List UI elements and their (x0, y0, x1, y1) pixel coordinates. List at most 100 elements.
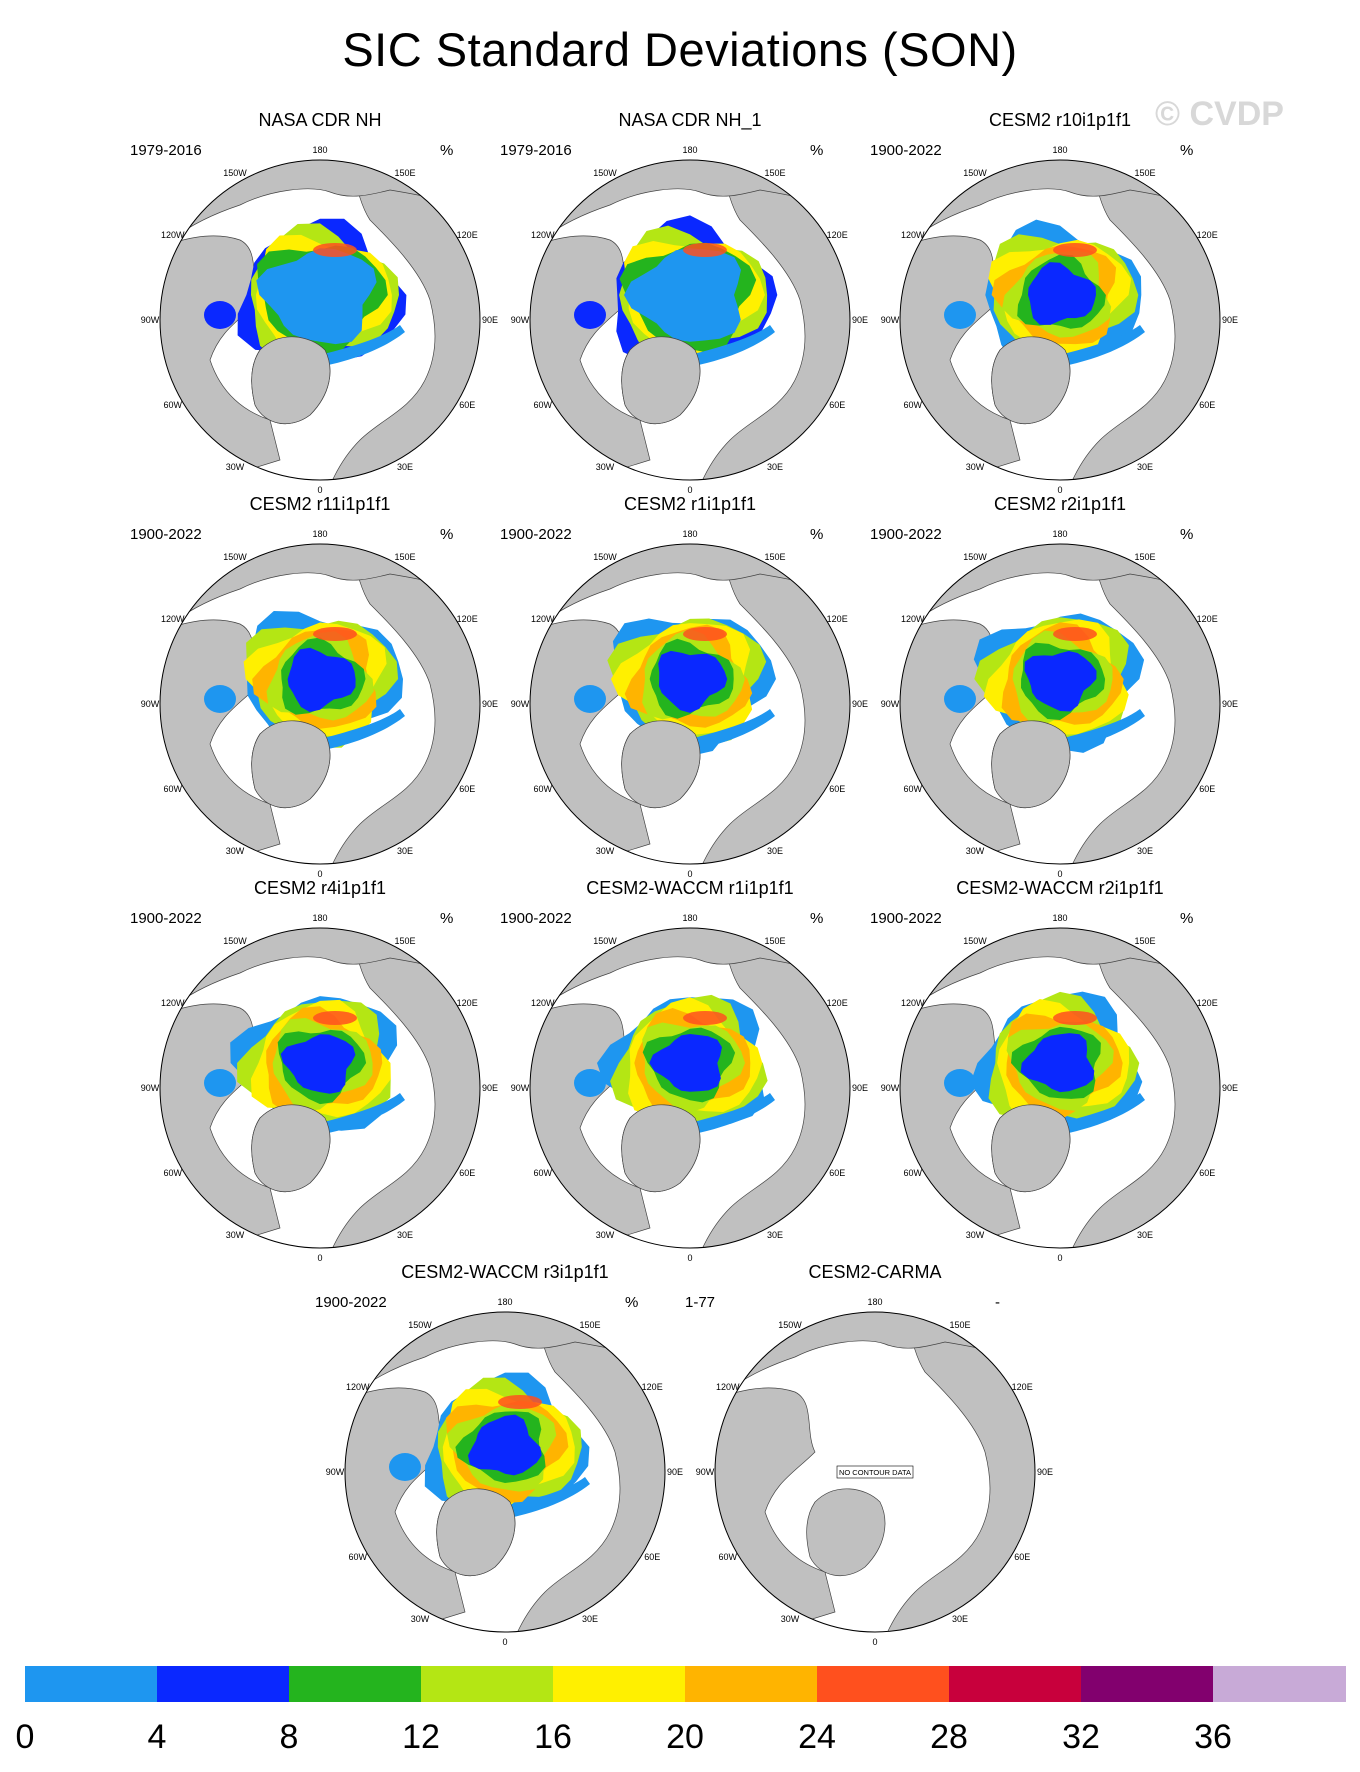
map-panel: CESM2-CARMA 1-77 - NO CONTOUR DATA 180 150E 12… (685, 1262, 1053, 1647)
sea-ice-std-field (204, 996, 405, 1138)
high-variance-streak (1053, 627, 1097, 641)
panel-units: % (810, 910, 824, 927)
longitude-label: 60W (534, 1168, 553, 1178)
greenland-land (806, 1488, 886, 1576)
longitude-label: 90E (667, 1467, 683, 1477)
colorbar-tick-label: 20 (666, 1718, 704, 1756)
polar-map: 180 150E 120E 90E 60E 30E 0 30W 60W 90W 120W 150W (881, 529, 1238, 879)
hudson-bay-ice (574, 685, 606, 713)
ice-contour-band (624, 248, 741, 342)
panel-units: % (1180, 910, 1194, 927)
map-border (899, 927, 1221, 1249)
panel-title: CESM2 r11i1p1f1 (249, 494, 391, 514)
panel-units: % (440, 910, 454, 927)
polar-map: 180 150E 120E 90E 60E 30E 0 30W 60W 90W 120W 150W (881, 913, 1238, 1263)
colorbar-tick-label: 28 (930, 1718, 968, 1756)
colorbar-tick-label: 12 (402, 1718, 440, 1756)
panel-units: % (810, 526, 824, 543)
longitude-label: 0 (687, 869, 692, 879)
polar-map: NO CONTOUR DATA 180 150E 120E 90E 60E 30E 0 30W 6… (696, 1297, 1053, 1647)
longitude-label: 60W (534, 784, 553, 794)
longitude-label: 0 (502, 1637, 507, 1647)
longitude-label: 0 (687, 485, 692, 495)
longitude-label: 180 (312, 145, 327, 155)
longitude-label: 30E (767, 1230, 783, 1240)
longitude-label: 180 (682, 529, 697, 539)
panel-period: 1979-2016 (130, 142, 202, 159)
ice-contour-band (280, 1034, 356, 1094)
hudson-bay-ice (389, 1453, 421, 1481)
polar-map: 180 150E 120E 90E 60E 30E 0 30W 60W 90W 120W 150W (141, 913, 498, 1263)
longitude-label: 30E (952, 1614, 968, 1624)
sea-ice-std-field (574, 994, 775, 1138)
longitude-label: 30W (966, 1230, 985, 1240)
longitude-label: 150E (394, 552, 415, 562)
panel-period: 1900-2022 (870, 142, 942, 159)
sea-ice-std-field (204, 611, 405, 755)
map-panel: CESM2-WACCM r2i1p1f1 1900-2022% 180 150E 120… (870, 878, 1238, 1263)
panel-units: % (440, 526, 454, 543)
longitude-label: 150W (778, 1320, 802, 1330)
no-contour-data-label: NO CONTOUR DATA (839, 1468, 911, 1477)
longitude-label: 120E (827, 230, 848, 240)
high-variance-streak (313, 243, 357, 257)
panel-period: 1900-2022 (500, 910, 572, 927)
panel-period: 1900-2022 (315, 1294, 387, 1311)
longitude-label: 0 (317, 869, 322, 879)
longitude-label: 90W (326, 1467, 345, 1477)
longitude-label: 120E (1197, 230, 1218, 240)
longitude-label: 150E (579, 1320, 600, 1330)
map-panel: CESM2 r11i1p1f1 1900-2022% 180 150E 120E 90E 6… (130, 494, 498, 879)
longitude-label: 30E (767, 462, 783, 472)
map-panel: CESM2-WACCM r1i1p1f1 1900-2022% 180 150E 120… (500, 878, 868, 1263)
longitude-label: 30W (596, 462, 615, 472)
longitude-label: 150E (1134, 552, 1155, 562)
longitude-label: 150W (223, 552, 247, 562)
greenland-land (621, 720, 701, 808)
no-contour-data-box: NO CONTOUR DATA (836, 1465, 914, 1479)
longitude-label: 180 (497, 1297, 512, 1307)
longitude-label: 90W (511, 315, 530, 325)
longitude-label: 90W (881, 699, 900, 709)
longitude-label: 90E (1037, 1467, 1053, 1477)
panel-units: % (810, 142, 824, 159)
longitude-label: 0 (687, 1253, 692, 1263)
longitude-label: 60W (904, 400, 923, 410)
longitude-label: 180 (312, 529, 327, 539)
longitude-label: 180 (682, 145, 697, 155)
panel-title: NASA CDR NH (258, 110, 382, 130)
map-border (529, 543, 851, 865)
colorbar-segment (685, 1666, 818, 1702)
longitude-label: 120E (1197, 614, 1218, 624)
longitude-label: 120W (161, 998, 185, 1008)
cvdp-watermark: © CVDP (1155, 95, 1284, 133)
longitude-label: 120E (1012, 1382, 1033, 1392)
longitude-label: 30E (1137, 846, 1153, 856)
greenland-land (251, 720, 331, 808)
longitude-label: 180 (312, 913, 327, 923)
panel-title: CESM2 r2i1p1f1 (993, 494, 1127, 514)
panel-title: CESM2-WACCM r3i1p1f1 (401, 1262, 609, 1282)
ice-contour-band (468, 1414, 542, 1476)
longitude-label: 30W (226, 1230, 245, 1240)
map-border (714, 1311, 1036, 1633)
longitude-label: 60W (904, 1168, 923, 1178)
longitude-label: 90E (852, 1083, 868, 1093)
longitude-label: 120E (642, 1382, 663, 1392)
panel-period: 1-77 (685, 1294, 716, 1311)
longitude-label: 30W (226, 462, 245, 472)
longitude-label: 150W (963, 168, 987, 178)
high-variance-streak (498, 1395, 542, 1409)
longitude-label: 60W (534, 400, 553, 410)
longitude-label: 0 (872, 1637, 877, 1647)
longitude-label: 90E (1222, 315, 1238, 325)
greenland-land (991, 336, 1071, 424)
polar-map: 180 150E 120E 90E 60E 30E 0 30W 60W 90W 120W 150W (326, 1297, 683, 1647)
high-variance-streak (683, 243, 727, 257)
high-variance-streak (683, 627, 727, 641)
sea-ice-std-field (204, 218, 407, 370)
polar-map: 180 150E 120E 90E 60E 30E 0 30W 60W 90W 120W 150W (511, 529, 868, 879)
longitude-label: 120W (346, 1382, 370, 1392)
longitude-label: 0 (1057, 1253, 1062, 1263)
panel-period: 1900-2022 (130, 526, 202, 543)
